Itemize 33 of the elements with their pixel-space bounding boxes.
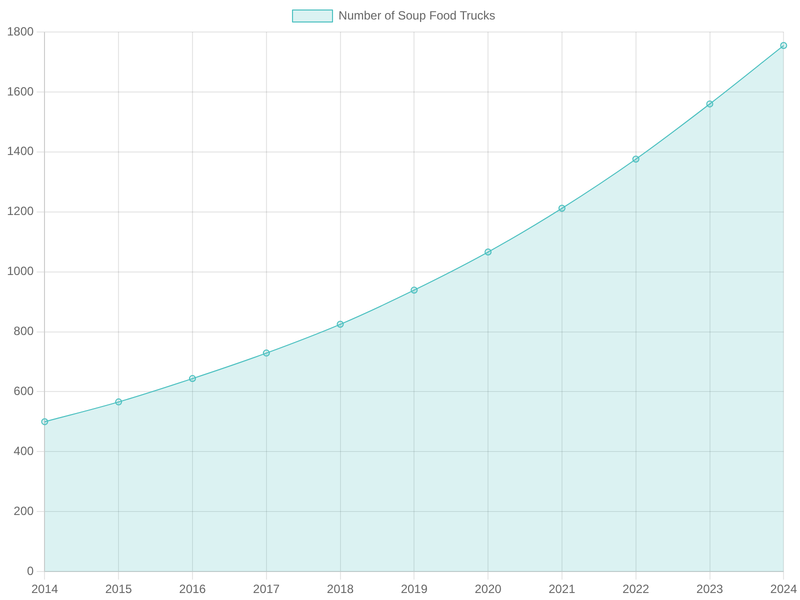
point <box>632 156 640 163</box>
x-tick-label: 2021 <box>548 582 576 596</box>
x-tick-label: 2020 <box>474 582 502 596</box>
x-tick-label: 2023 <box>696 582 724 596</box>
point <box>262 350 270 357</box>
y-tick-label: 400 <box>14 444 34 458</box>
x-tick-label: 2015 <box>105 582 132 596</box>
x-tick-label: 2018 <box>326 582 354 596</box>
y-tick-label: 0 <box>27 564 34 578</box>
point <box>484 248 492 256</box>
x-tick-label: 2024 <box>770 582 798 596</box>
y-tick-label: 1200 <box>6 204 34 218</box>
point <box>336 320 344 328</box>
point <box>706 100 714 108</box>
x-tick-label: 2017 <box>253 582 280 596</box>
point <box>41 418 48 426</box>
legend-label: Number of Soup Food Trucks <box>338 8 496 22</box>
y-tick-label: 600 <box>14 384 34 398</box>
point <box>558 204 566 212</box>
y-tick-label: 1400 <box>6 144 34 158</box>
y-tick-label: 1000 <box>6 264 34 278</box>
x-tick-label: 2016 <box>179 582 206 596</box>
point <box>188 375 196 382</box>
y-tick-label: 800 <box>14 324 34 338</box>
y-tick-label: 1600 <box>6 84 34 98</box>
point <box>780 42 788 49</box>
x-tick-label: 2022 <box>622 582 650 596</box>
x-tick-label: 2019 <box>400 582 428 596</box>
y-tick-label: 200 <box>14 504 34 518</box>
point <box>410 286 418 294</box>
y-tick-label: 1800 <box>6 24 34 38</box>
x-tick-label: 2014 <box>31 582 58 596</box>
point <box>115 398 122 406</box>
